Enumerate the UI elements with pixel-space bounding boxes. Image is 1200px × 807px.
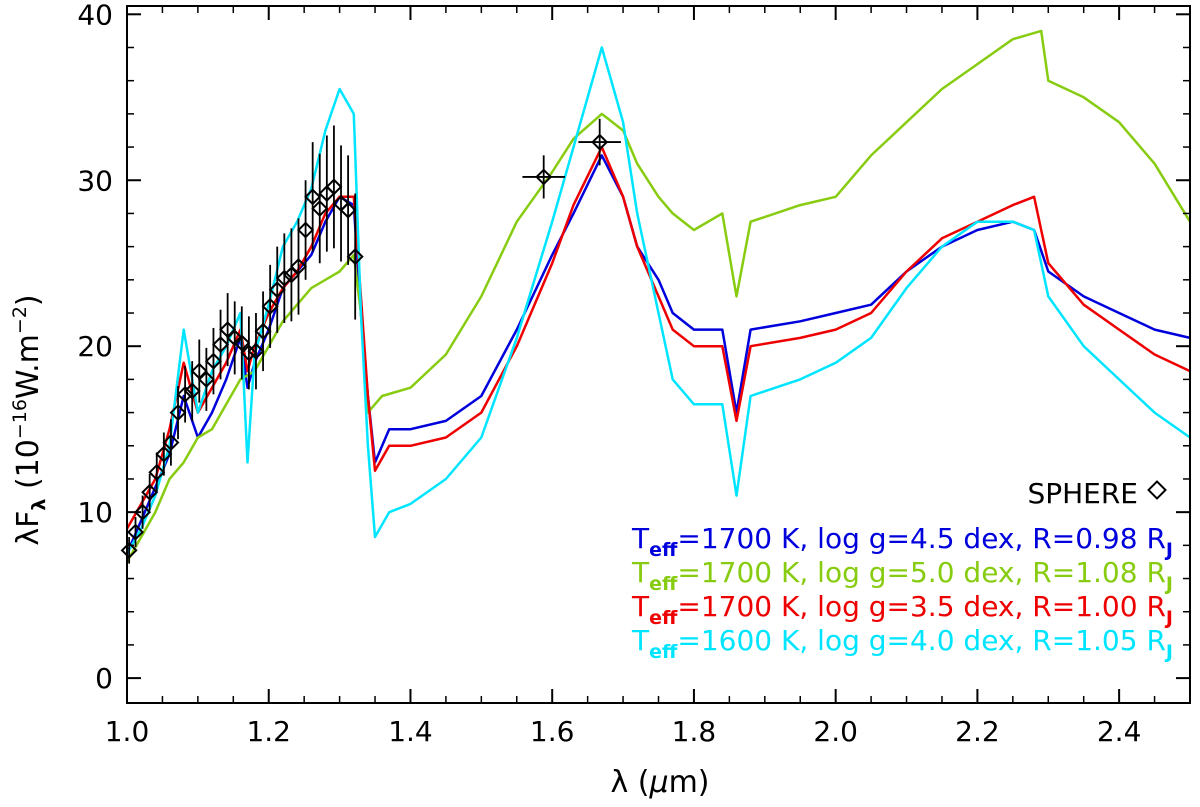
x-tick-label: 1.6: [530, 715, 575, 748]
x-tick-label: 2.4: [1097, 715, 1142, 748]
legend-series-4: Teff=1600 K, log g=4.0 dex, R=1.05 RJ: [631, 624, 1173, 663]
sphere-point: [176, 366, 194, 423]
sphere-marker: [261, 297, 279, 315]
sphere-marker: [226, 329, 244, 347]
sphere-point: [141, 473, 159, 511]
sphere-point: [275, 233, 293, 323]
sphere-marker: [176, 385, 194, 403]
sphere-marker: [304, 188, 322, 206]
sphere-marker: [148, 463, 166, 481]
sphere-point: [197, 347, 215, 411]
sphere-point: [127, 517, 144, 548]
sphere-marker: [127, 523, 144, 541]
sphere-point: [304, 142, 322, 252]
sphere-marker: [268, 281, 286, 299]
sphere-marker: [197, 370, 215, 388]
y-tick-label: 30: [77, 164, 113, 197]
sphere-point: [212, 309, 230, 380]
sphere-marker: [183, 382, 201, 400]
x-tick-label: 1.2: [246, 715, 291, 748]
sphere-marker: [247, 342, 265, 360]
sphere-marker: [233, 334, 251, 352]
y-tick-label: 0: [95, 662, 113, 695]
x-axis-label: λ (μm): [610, 765, 709, 800]
sphere-point: [233, 306, 251, 380]
sphere-marker: [339, 201, 357, 219]
y-axis-label: λFλ (10−16W.m−2): [9, 294, 50, 545]
sphere-marker: [155, 445, 173, 463]
x-tick-label: 2.0: [813, 715, 858, 748]
y-tick-label: 10: [77, 496, 113, 529]
sphere-marker: [325, 178, 343, 196]
sphere-marker: [204, 352, 222, 370]
y-tick-label: 40: [77, 0, 113, 31]
sphere-point: [268, 246, 286, 333]
sphere-marker: [141, 483, 159, 501]
sphere-marker: [162, 433, 180, 451]
sphere-marker: [134, 503, 152, 521]
sphere-marker: [591, 133, 609, 151]
sphere-data-layer: [120, 118, 621, 564]
sphere-marker: [311, 199, 329, 217]
sphere-marker: [346, 248, 364, 266]
legend-series-1: Teff=1700 K, log g=4.5 dex, R=0.98 RJ: [631, 522, 1173, 561]
sphere-point: [254, 291, 272, 372]
sphere-marker: [240, 344, 258, 362]
axes-layer: 1.0 1.2 1.4 1.6 1.8 2.0 2.2 2.4 0 10 20 30 40: [77, 0, 1191, 748]
y-tick-label: 20: [77, 330, 113, 363]
sphere-marker: [297, 221, 315, 239]
sphere-point: [325, 125, 343, 249]
sphere-point: [240, 316, 258, 390]
sphere-point: [148, 452, 166, 493]
sphere-point: [578, 118, 621, 166]
legend-sphere-label: SPHERE: [1027, 477, 1138, 510]
legend-sphere-marker: [1147, 480, 1167, 500]
series-line-2: [125, 29, 1192, 563]
x-tick-label: 2.2: [955, 715, 1000, 748]
sphere-point: [311, 153, 329, 264]
sphere-marker: [535, 168, 553, 186]
sphere-marker: [212, 336, 230, 354]
x-tick-label: 1.8: [672, 715, 717, 748]
x-tick-label: 1.0: [105, 715, 150, 748]
sphere-point: [155, 432, 173, 476]
sphere-point: [247, 313, 265, 390]
sphere-point: [226, 301, 244, 375]
sphere-point: [318, 135, 336, 252]
sphere-point: [346, 193, 364, 320]
sphere-marker: [120, 541, 138, 559]
legend: SPHERE Teff=1700 K, log g=4.5 dex, R=0.9…: [631, 477, 1173, 663]
legend-series-2: Teff=1700 K, log g=5.0 dex, R=1.08 RJ: [631, 556, 1173, 595]
sphere-point: [134, 495, 152, 529]
sphere-marker: [169, 404, 187, 422]
sphere-point: [120, 537, 138, 564]
legend-series-3: Teff=1700 K, log g=3.5 dex, R=1.00 RJ: [631, 590, 1173, 629]
x-tick-label: 1.4: [388, 715, 433, 748]
series-line-3: [125, 145, 1191, 530]
sphere-point: [290, 218, 307, 315]
sphere-point: [522, 155, 565, 199]
sphere-marker: [254, 322, 272, 340]
sphere-marker: [275, 269, 293, 287]
sphere-marker: [290, 258, 307, 276]
sphere-point: [204, 327, 222, 395]
sphere-point: [162, 419, 180, 466]
sphere-point: [261, 264, 279, 348]
sphere-point: [339, 155, 357, 265]
